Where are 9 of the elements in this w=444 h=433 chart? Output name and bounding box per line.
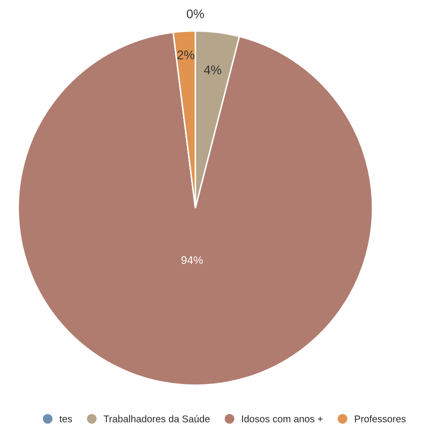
legend-label: Idosos com anos +: [242, 415, 323, 422]
legend-label: Professores: [354, 415, 406, 422]
data-label: 94%: [181, 256, 203, 264]
legend-label: tes: [60, 416, 72, 422]
data-label: 2%: [177, 50, 194, 60]
legend-label: Trabalhadores da Saúde: [104, 415, 210, 422]
data-label: 4%: [204, 66, 222, 74]
pie-slice: [18, 32, 374, 386]
text: 0%: [186, 9, 204, 18]
